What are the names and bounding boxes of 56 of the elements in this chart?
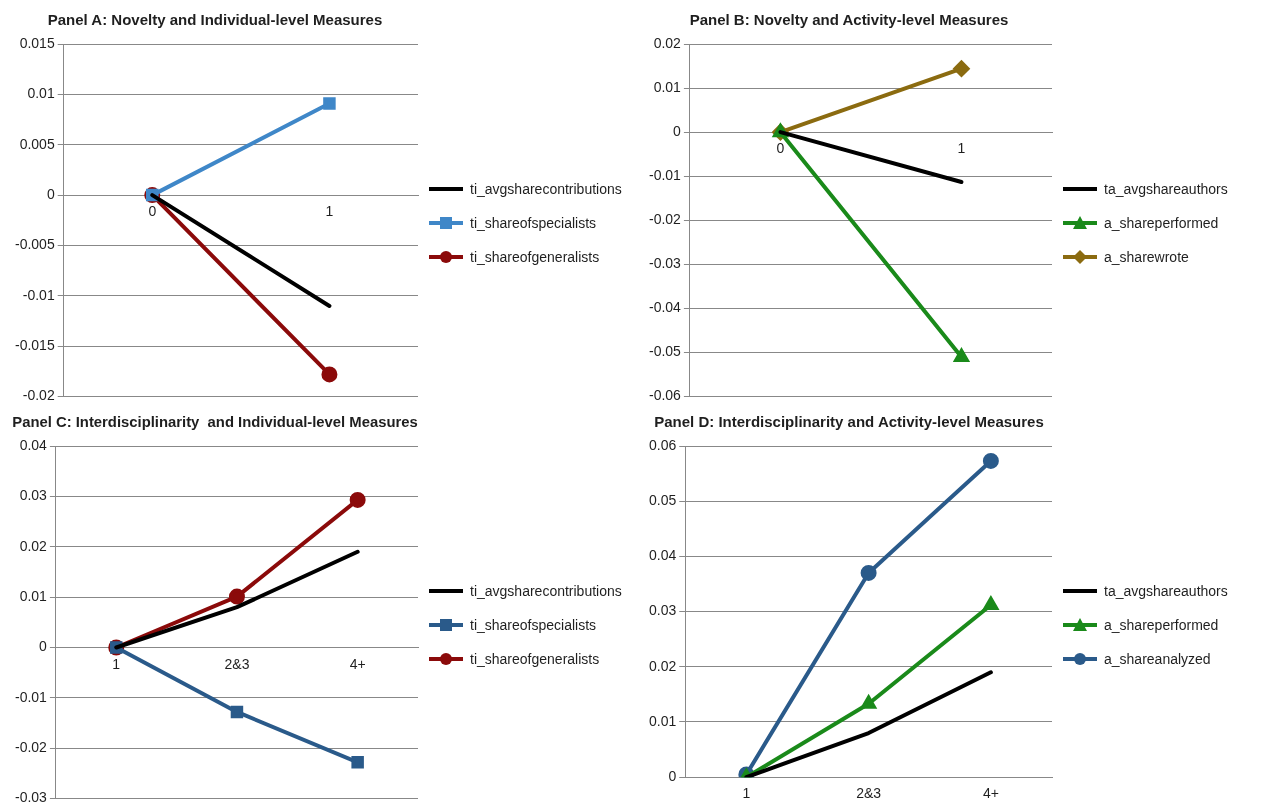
y-tick-label: -0.01 — [648, 167, 682, 184]
legend-label: ta_avgshareauthors — [1104, 583, 1228, 599]
y-tick-label: -0.01 — [22, 286, 55, 303]
y-tick-label: 0.015 — [19, 34, 55, 51]
y-tick-label: 0 — [673, 123, 682, 140]
chart-title: Panel D: Interdisciplinarity and Activity-level Measures — [654, 413, 1044, 431]
chart-title: Panel B: Novelty and Activity-level Measures — [689, 11, 1009, 29]
y-tick-label: 0.04 — [649, 547, 677, 564]
x-tick-label: 1 — [325, 203, 334, 220]
y-tick-label: 0.01 — [649, 712, 677, 729]
legend-label: a_sharewrote — [1104, 249, 1189, 265]
y-tick-label: -0.05 — [648, 343, 682, 360]
y-tick-label: 0.02 — [653, 34, 682, 51]
x-tick-label: 1 — [112, 655, 121, 672]
y-tick-label: 0.05 — [649, 492, 677, 509]
y-tick-label: 0.01 — [19, 587, 48, 604]
y-tick-label: 0.02 — [19, 537, 48, 554]
y-tick-label: -0.005 — [14, 236, 55, 253]
legend-label: a_shareperformed — [1104, 215, 1219, 231]
y-tick-label: 0.005 — [19, 135, 55, 152]
y-tick-label: -0.06 — [648, 387, 682, 404]
x-tick-label: 1 — [957, 140, 966, 157]
legend-label: ti_shareofspecialists — [470, 215, 597, 231]
y-tick-label: 0.04 — [19, 436, 48, 453]
x-tick-label: 2&3 — [856, 785, 882, 802]
chart-title: Panel A: Novelty and Individual-level Measures — [47, 11, 383, 29]
y-tick-label: -0.015 — [14, 337, 55, 354]
x-tick-label: 4+ — [349, 655, 366, 672]
y-tick-label: 0 — [668, 768, 677, 785]
legend-label: ta_avgshareauthors — [1104, 181, 1228, 197]
y-tick-label: -0.02 — [14, 739, 48, 756]
legend-label: a_shareperformed — [1104, 617, 1219, 633]
y-tick-label: -0.04 — [648, 299, 682, 316]
y-tick-label: -0.02 — [648, 211, 682, 228]
chart-title: Panel C: Interdisciplinarity and Individual-level Measures — [12, 413, 418, 431]
y-tick-label: 0.03 — [19, 487, 48, 504]
x-tick-label: 1 — [742, 785, 751, 802]
legend-label: ti_avgsharecontributions — [470, 181, 622, 197]
x-tick-label: 2&3 — [224, 655, 250, 672]
legend-label: a_shareanalyzed — [1104, 651, 1211, 667]
y-tick-label: 0.03 — [649, 602, 677, 619]
legend-label: ti_avgsharecontributions — [470, 583, 622, 599]
x-tick-label: 4+ — [982, 785, 999, 802]
y-tick-label: 0.01 — [27, 85, 55, 102]
legend-label: ti_shareofspecialists — [470, 617, 597, 633]
y-tick-label: 0.02 — [649, 657, 677, 674]
y-tick-label: -0.01 — [14, 688, 48, 705]
y-tick-label: -0.03 — [648, 255, 682, 272]
y-tick-label: 0 — [39, 638, 48, 655]
legend-label: ti_shareofgeneralists — [470, 249, 600, 265]
legend-label: ti_shareofgeneralists — [470, 651, 600, 667]
y-tick-label: -0.02 — [22, 387, 55, 404]
y-tick-label: -0.03 — [14, 789, 48, 806]
y-tick-label: 0 — [46, 185, 55, 202]
y-tick-label: 0.01 — [653, 78, 682, 95]
y-tick-label: 0.06 — [649, 436, 677, 453]
